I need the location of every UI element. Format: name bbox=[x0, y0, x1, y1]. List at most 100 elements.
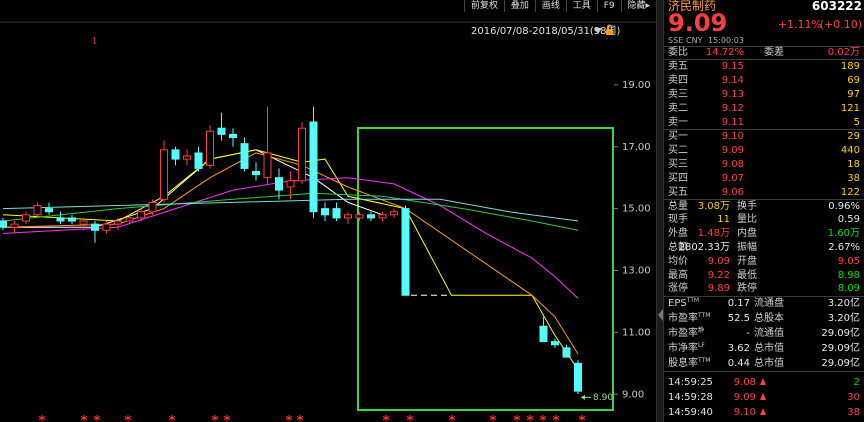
book-price: 9.08 bbox=[721, 158, 744, 170]
toolbar-button[interactable]: F9 bbox=[596, 0, 621, 12]
lock-icon[interactable] bbox=[606, 29, 613, 35]
trade-direction bbox=[760, 393, 766, 400]
stock-code: 603222 bbox=[811, 0, 862, 13]
moving-average bbox=[2, 192, 579, 231]
event-star bbox=[93, 415, 101, 421]
stat-value: 8.09 bbox=[837, 283, 860, 295]
candle-body bbox=[390, 211, 398, 216]
trade-time: 14:59:25 bbox=[668, 376, 713, 388]
candle-body bbox=[125, 217, 134, 222]
candle-body bbox=[240, 143, 249, 169]
stat-label: 量比 bbox=[737, 214, 757, 226]
toolbar-button[interactable]: 工具 bbox=[565, 0, 597, 12]
stat-label: 最高 bbox=[668, 269, 688, 281]
fund-label: 市盈率静 bbox=[668, 326, 705, 339]
book-price: 9.06 bbox=[721, 186, 744, 198]
book-label: 买四 bbox=[668, 172, 688, 184]
quote-panel: 济民制药 603222 9.09 +1.11% (+0.10) SSE CNY 15:00:0… bbox=[664, 0, 864, 422]
book-price: 9.09 bbox=[721, 144, 744, 156]
stat-value: 1.48万 bbox=[697, 228, 730, 240]
candle-body bbox=[68, 217, 76, 222]
candle-body bbox=[22, 214, 30, 222]
quote-time: 15:00:03 bbox=[708, 35, 744, 45]
book-volume: 189 bbox=[840, 60, 860, 72]
fund-value: 29.09亿 bbox=[821, 357, 860, 369]
book-price: 9.15 bbox=[721, 60, 744, 72]
stat-value: 1.60万 bbox=[827, 228, 860, 240]
fund-label: EPSTTM bbox=[668, 296, 700, 309]
stat-value: 9.89 bbox=[707, 283, 730, 295]
stat-label: 涨停 bbox=[668, 283, 688, 295]
event-star bbox=[448, 415, 456, 421]
toolbar-button[interactable]: 画线 bbox=[534, 0, 566, 12]
exchange: SSE bbox=[668, 35, 684, 45]
fund-value: 3.20亿 bbox=[827, 312, 860, 324]
toolbar-button[interactable]: 叠加 bbox=[503, 0, 535, 12]
chart: 2016/07/08-2018/05/31(98周) 1 9.00 11.00 13… bbox=[0, 21, 656, 421]
fund-value: 3.20亿 bbox=[827, 297, 860, 309]
fund-label: 市净率LF bbox=[668, 341, 705, 354]
event-star bbox=[223, 415, 231, 421]
book-volume: 440 bbox=[840, 144, 860, 156]
book-volume: 29 bbox=[847, 130, 860, 142]
book-label: 买三 bbox=[668, 158, 688, 170]
fund-label-sup: TTM bbox=[698, 311, 711, 319]
panel-rule bbox=[664, 59, 864, 60]
candle-body bbox=[10, 223, 19, 228]
book-volume: 122 bbox=[840, 186, 860, 198]
trade-direction bbox=[760, 408, 766, 415]
low-pointer-head bbox=[581, 394, 585, 400]
stat-label: 换手 bbox=[737, 200, 757, 212]
trade-time: 14:59:28 bbox=[668, 391, 713, 403]
fund-label: 流通值 bbox=[754, 327, 784, 339]
stat-label: 总量 bbox=[668, 200, 688, 212]
y-tick-label: 15.00 bbox=[622, 204, 651, 215]
trade-volume: 30 bbox=[847, 391, 860, 403]
candle-body bbox=[378, 214, 387, 219]
book-volume: 38 bbox=[847, 172, 860, 184]
fund-value: - bbox=[746, 327, 750, 339]
y-tick-label: 9.00 bbox=[622, 389, 644, 400]
candle-body bbox=[137, 211, 145, 219]
panel-rule bbox=[664, 199, 864, 200]
fund-label: 总市值 bbox=[754, 342, 784, 354]
value: 14.72% bbox=[705, 46, 744, 58]
range-dropdown[interactable] bbox=[594, 28, 602, 34]
event-star bbox=[80, 415, 88, 421]
candle-body bbox=[0, 220, 7, 228]
currency: CNY bbox=[686, 35, 703, 45]
moving-average bbox=[2, 177, 579, 299]
label: 委比 bbox=[668, 46, 688, 58]
candle-body bbox=[91, 223, 99, 231]
event-star bbox=[124, 415, 132, 421]
stat-value: 3.08万 bbox=[697, 200, 730, 212]
stock-name: 济民制药 bbox=[668, 0, 717, 13]
fund-label-sup: 静 bbox=[698, 326, 705, 334]
collapse-arrow[interactable] bbox=[658, 309, 663, 321]
stat-value: 2802.33万 bbox=[678, 241, 730, 253]
fund-value: 52.5 bbox=[727, 312, 750, 324]
change-pct: +1.11% bbox=[777, 17, 822, 31]
stat-label: 跌停 bbox=[737, 283, 757, 295]
book-label: 卖一 bbox=[668, 116, 688, 128]
event-star bbox=[489, 415, 497, 421]
toolbar-button[interactable]: 隐藏▸ bbox=[620, 0, 656, 12]
value: 0.02万 bbox=[827, 46, 860, 58]
toolbar-button[interactable]: 前复权 bbox=[464, 0, 504, 12]
candle-body bbox=[252, 171, 260, 176]
book-price: 9.11 bbox=[721, 116, 744, 128]
event-star bbox=[539, 415, 547, 421]
event-star bbox=[211, 415, 219, 421]
trade-price: 9.10 bbox=[733, 406, 756, 418]
book-price: 9.13 bbox=[721, 88, 744, 100]
trade-direction bbox=[760, 378, 766, 385]
event-star bbox=[513, 415, 521, 421]
stat-label: 现手 bbox=[668, 214, 688, 226]
candle-body bbox=[355, 214, 364, 219]
fund-label-sup: LF bbox=[698, 341, 705, 349]
stat-label: 内盘 bbox=[737, 228, 757, 240]
candle-body bbox=[401, 208, 410, 296]
candle-body bbox=[574, 362, 582, 392]
trade-volume: 38 bbox=[847, 406, 860, 418]
